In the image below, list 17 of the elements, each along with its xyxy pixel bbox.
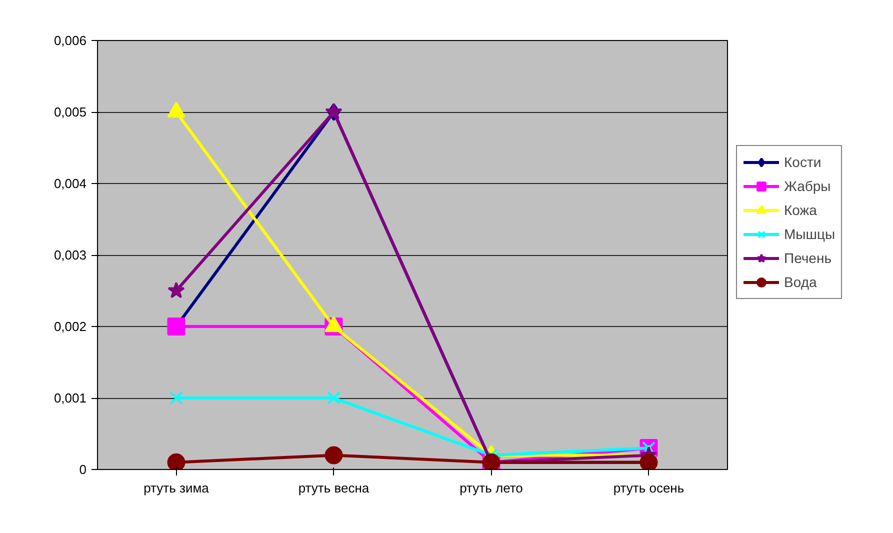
legend-label: Мышцы: [784, 226, 836, 242]
y-tick-label: 0,005: [54, 104, 87, 120]
legend-label: Вода: [784, 274, 817, 290]
y-tick-label: 0,002: [54, 319, 87, 334]
y-tick-label: 0,006: [54, 33, 87, 48]
y-tick-label: 0,001: [54, 390, 87, 406]
y-tick-label: 0,003: [54, 248, 87, 262]
x-tick-label: ртуть зима: [144, 480, 210, 496]
x-tick-label: ртуть лето: [460, 480, 523, 496]
legend-label: Кожа: [784, 202, 817, 218]
x-tick-label: ртуть осень: [613, 480, 684, 496]
x-tick-label: ртуть весна: [298, 480, 370, 496]
y-tick-label: 0,004: [54, 176, 87, 191]
legend-label: Жабры: [784, 178, 831, 194]
legend-label: Печень: [784, 250, 832, 266]
legend-label: Кости: [784, 154, 822, 170]
y-tick-label: 0: [79, 462, 87, 477]
